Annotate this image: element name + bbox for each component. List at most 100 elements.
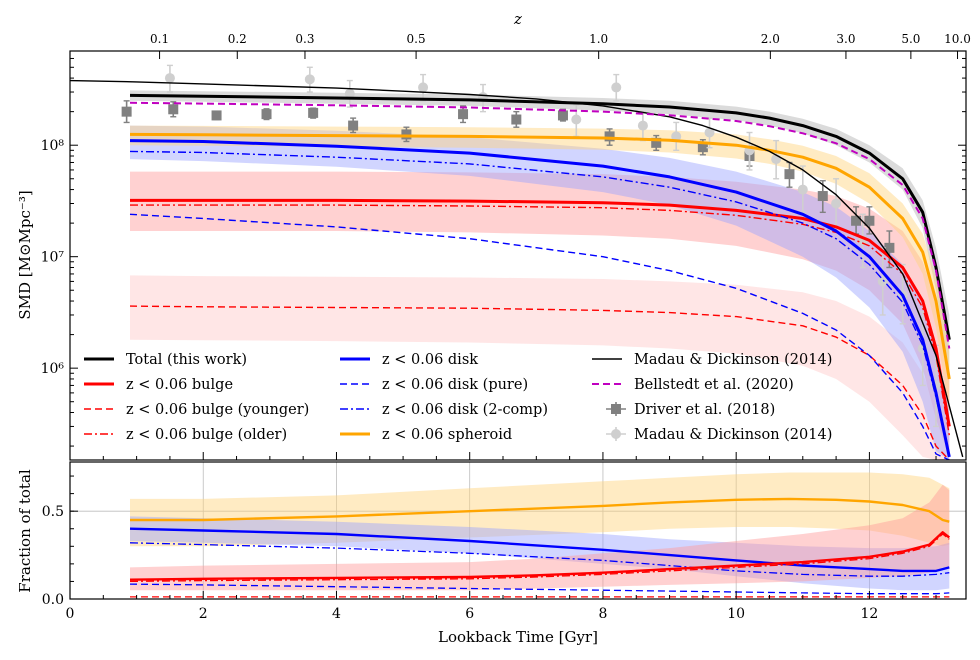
top-tick-label: 0.3 [295,32,314,46]
top-yticks: 10⁸ 10⁷ 10⁶ [41,50,966,460]
top-line-z-0-06-disk-2-comp [129,150,950,458]
y-tick-label: 10⁶ [41,361,65,377]
top-band-z-0-06-bulge [130,171,950,457]
top-line-bellstedt-et-al-2020 [129,101,951,349]
top-line-total-this-work [129,93,951,340]
top-line-z-0-06-disk [129,139,951,458]
y-tick-label: 0.0 [42,592,64,608]
bottom-ticks: 0 2 4 6 8 10 12 0.0 0.5 [42,475,937,622]
legend-label: z < 0.06 disk (pure) [382,377,528,393]
top-panel-frame [69,50,967,461]
legend-label: Bellstedt et al. (2020) [634,377,794,393]
top-tick-label: 0.1 [150,32,169,46]
legend-label: Madau & Dickinson (2014) [634,352,832,368]
top-bands [130,90,950,460]
top-line-z-0-06-bulge-older [130,204,950,436]
data-point-circle [797,184,808,195]
data-point-square [401,129,412,140]
points-driver-et-al-2018-square [121,100,895,269]
bottom-panel-frame [69,461,967,600]
data-point-square [348,120,359,131]
points-madau-dickinson-2014-circle [164,64,942,428]
legend-swatch-circle [611,429,621,439]
bottom-line-spheroid-fraction [130,497,950,523]
legend-label: z < 0.06 disk [382,352,478,368]
bottom-line-disk-fraction [129,527,950,573]
bottom-line-bulge-fraction [129,531,951,581]
data-point-square [864,215,875,226]
legend-item: Driver et al. (2018) [606,402,775,418]
legend-item: z < 0.06 disk (pure) [340,377,528,393]
legend-label: z < 0.06 bulge [126,377,233,393]
data-point-square [817,191,828,202]
bottom-panel: 0 2 4 6 8 10 12 0.0 0.5 Fraction of total Lookba… [16,461,967,646]
top-axis-title: z [513,10,522,28]
legend-item: Madau & Dickinson (2014) [592,352,832,368]
data-point-circle [304,74,315,85]
data-point-square [557,110,568,121]
data-point-circle [671,131,682,142]
legend-label: z < 0.06 bulge (older) [126,427,287,443]
top-line-z-0-06-spheroid [129,132,951,380]
top-tick-label: 10.0 [944,32,971,46]
legend-item: z < 0.06 spheroid [340,427,512,443]
legend-label: z < 0.06 disk (2-comp) [382,402,548,418]
legend-label: Madau & Dickinson (2014) [634,427,832,443]
x-tick-label: 2 [199,606,208,622]
top-line-z-0-06-bulge-younger [129,305,950,460]
top-lines [70,79,964,460]
y-tick-label: 10⁷ [41,250,65,266]
top-band-z-0-06-disk [130,125,950,460]
data-point-circle [877,276,888,287]
data-point-circle [418,82,429,93]
legend-item: z < 0.06 bulge (younger) [84,402,309,418]
x-tick-label: 8 [598,606,607,622]
data-point-square [168,104,179,115]
top-tick-label: 5.0 [901,32,920,46]
bottom-line-disk-pure-fraction [129,583,950,595]
bottom-y-label: Fraction of total [16,469,34,593]
bottom-line-bulge-older-fraction [129,533,950,583]
bottom-line-disk-2-comp-fraction [129,542,950,577]
top-line-madau-dickinson-2014 [70,79,964,458]
data-point-square [261,109,272,120]
legend-item: z < 0.06 bulge (older) [84,427,287,443]
x-tick-label: 0 [66,606,75,622]
legend-item: Madau & Dickinson (2014) [606,427,832,443]
data-point-circle [831,198,842,209]
data-point-square [784,169,795,180]
data-point-square [121,106,132,117]
top-y-label: SMD [M⊙Mpc⁻³] [16,190,34,319]
data-point-square [884,242,895,253]
x-tick-label: 12 [860,606,878,622]
legend-item: z < 0.06 disk (2-comp) [340,402,548,418]
data-point-square [308,107,319,118]
legend-swatch-square [611,404,621,414]
data-point-square [511,114,522,125]
data-point-circle [637,120,648,131]
data-point-circle [571,114,582,125]
legend-item: Bellstedt et al. (2020) [592,377,794,393]
y-tick-label: 0.5 [42,504,64,520]
top-tick-label: 0.5 [407,32,426,46]
data-point-circle [704,127,715,138]
data-point-circle [611,82,622,93]
top-tick-label: 0.2 [228,32,247,46]
bottom-lines [129,497,951,598]
legend-label: Total (this work) [126,352,247,368]
top-line-z-0-06-bulge [130,198,951,427]
legend-label: z < 0.06 spheroid [382,427,512,443]
bottom-band-bulge-fraction [130,484,950,591]
data-point-square [458,109,469,120]
y-tick-label: 10⁸ [41,138,65,154]
data-point-circle [164,73,175,84]
top-panel: 10⁸ 10⁷ 10⁶ SMD [M⊙Mpc⁻³] [16,50,967,461]
legend: Total (this work) z < 0.06 bulge z < 0.06 … [84,352,832,443]
data-point-square [651,137,662,148]
x-tick-label: 4 [332,606,341,622]
top-points [121,64,942,428]
data-point-square [211,110,222,121]
legend-item: Total (this work) [84,352,247,368]
bottom-grid [70,462,966,599]
